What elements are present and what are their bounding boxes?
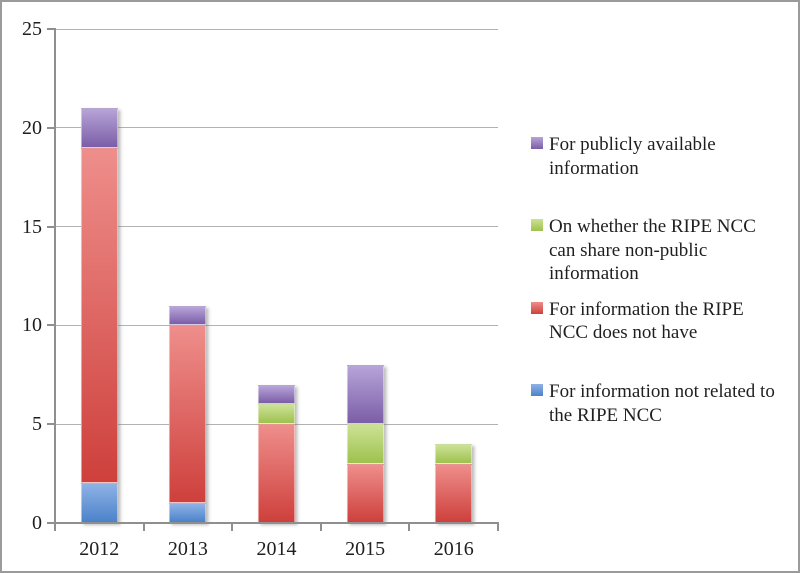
bar-2013 [169, 305, 207, 523]
legend-label: For information not related to the RIPE … [549, 381, 775, 426]
bar-segment [258, 404, 295, 425]
bar-segment [169, 503, 207, 523]
bar-segment [169, 325, 207, 504]
bar-segment [258, 384, 295, 405]
bar-2014 [258, 384, 295, 523]
legend-label: For information the RIPE NCC does not ha… [549, 298, 744, 344]
x-axis-tick [231, 524, 234, 531]
gridline-25 [55, 28, 498, 30]
bar-segment [169, 305, 207, 326]
bar-segment [435, 443, 473, 464]
y-axis [54, 28, 56, 525]
bar-segment [258, 424, 295, 523]
y-axis-tick [47, 126, 55, 129]
bar-segment [435, 463, 473, 523]
bar-2015 [346, 364, 384, 523]
bar-2012 [80, 108, 118, 523]
legend-item: For publicly available information [531, 133, 781, 180]
x-axis-tick [54, 524, 56, 531]
y-axis-label: 20 [22, 116, 42, 139]
legend-swatch [531, 219, 543, 232]
x-axis-tick [408, 524, 411, 531]
legend-item: For information the RIPE NCC does not ha… [531, 298, 781, 345]
legend-item: On whether the RIPE NCC can share non-pu… [531, 215, 781, 286]
x-axis-label: 2012 [79, 538, 120, 560]
x-axis-tick [319, 524, 322, 531]
y-axis-label: 10 [22, 314, 42, 337]
bar-segment [80, 108, 118, 148]
y-axis-label: 25 [22, 18, 42, 40]
x-axis [54, 522, 499, 524]
bar-segment [80, 483, 118, 523]
gridline-10 [55, 324, 498, 326]
y-axis-label: 5 [32, 413, 42, 436]
bar-2016 [435, 443, 473, 523]
legend-swatch [531, 301, 543, 314]
y-axis-tick [47, 225, 55, 228]
y-axis-label: 15 [22, 215, 42, 238]
legend-label: On whether the RIPE NCC can share non-pu… [549, 216, 756, 285]
legend-swatch [531, 137, 543, 149]
bar-segment [80, 147, 118, 484]
bar-segment [346, 424, 384, 464]
bar-segment [346, 463, 384, 523]
gridline-15 [55, 226, 498, 228]
y-axis-tick [47, 28, 55, 30]
y-axis-tick [47, 324, 55, 327]
bar-segment [346, 364, 384, 425]
x-axis-label: 2013 [167, 538, 208, 560]
legend-swatch [531, 384, 543, 397]
y-axis-tick [47, 522, 55, 524]
x-axis-label: 2016 [433, 538, 474, 560]
x-axis-label: 2014 [256, 538, 297, 560]
x-axis-tick [497, 524, 499, 531]
x-axis-tick [142, 524, 145, 531]
gridline-20 [55, 127, 498, 129]
legend-label: For publicly available information [549, 134, 716, 179]
y-axis-tick [47, 423, 55, 426]
y-axis-label: 0 [32, 512, 42, 534]
x-axis-label: 2015 [345, 538, 386, 560]
legend-item: For information not related to the RIPE … [531, 380, 781, 427]
